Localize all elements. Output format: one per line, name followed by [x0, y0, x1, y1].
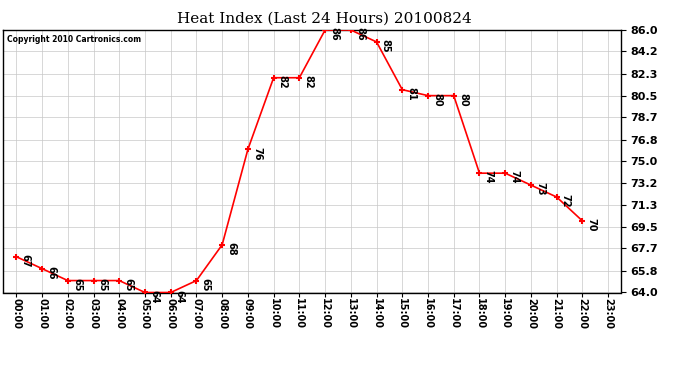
Text: 74: 74 — [509, 170, 520, 184]
Text: Copyright 2010 Cartronics.com: Copyright 2010 Cartronics.com — [6, 35, 141, 44]
Text: 85: 85 — [381, 39, 391, 53]
Text: 76: 76 — [252, 147, 262, 160]
Text: 70: 70 — [586, 218, 597, 232]
Text: 81: 81 — [406, 87, 417, 100]
Text: 66: 66 — [46, 266, 56, 279]
Text: 80: 80 — [458, 93, 468, 106]
Text: 65: 65 — [72, 278, 82, 291]
Text: 65: 65 — [201, 278, 210, 291]
Text: 64: 64 — [175, 290, 185, 303]
Text: 65: 65 — [124, 278, 133, 291]
Text: 86: 86 — [329, 27, 339, 41]
Text: 68: 68 — [226, 242, 237, 256]
Text: 80: 80 — [432, 93, 442, 106]
Text: 86: 86 — [355, 27, 365, 41]
Text: 64: 64 — [149, 290, 159, 303]
Text: 82: 82 — [304, 75, 313, 88]
Text: 74: 74 — [484, 170, 493, 184]
Text: 82: 82 — [278, 75, 288, 88]
Text: Heat Index (Last 24 Hours) 20100824: Heat Index (Last 24 Hours) 20100824 — [177, 11, 472, 25]
Text: 65: 65 — [98, 278, 108, 291]
Text: 73: 73 — [535, 182, 545, 196]
Text: 72: 72 — [561, 194, 571, 208]
Text: 67: 67 — [21, 254, 30, 267]
